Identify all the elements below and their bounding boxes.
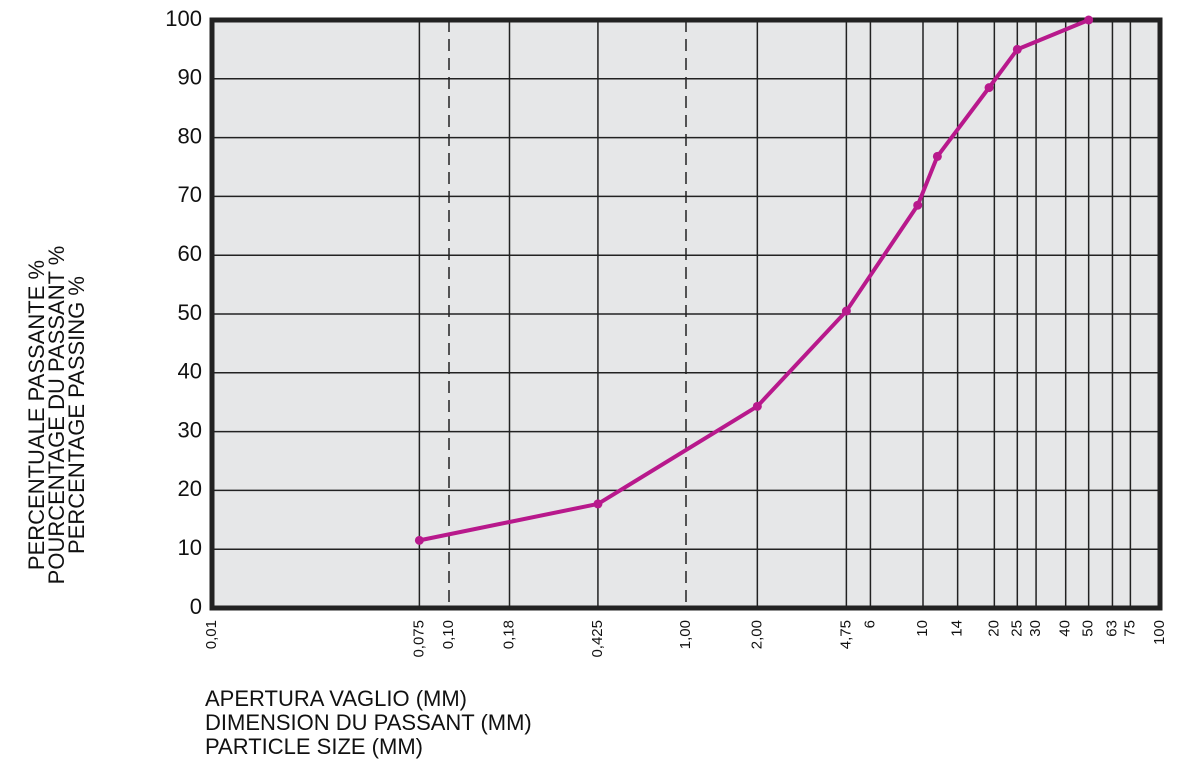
x-tick-label: 100 xyxy=(1151,620,1168,645)
x-tick-label: 2,00 xyxy=(748,620,765,649)
x-axis-label: PARTICLE SIZE (MM) xyxy=(205,734,423,759)
x-tick-label: 10 xyxy=(914,620,931,637)
x-axis-label: DIMENSION DU PASSANT (MM) xyxy=(205,710,532,735)
x-tick-label: 0,10 xyxy=(440,620,457,649)
x-tick-label: 0,01 xyxy=(203,620,220,649)
x-tick-label: 0,18 xyxy=(500,620,517,649)
data-point xyxy=(1084,15,1094,25)
y-tick-label: 10 xyxy=(178,535,202,560)
x-axis-label: APERTURA VAGLIO (MM) xyxy=(205,686,467,711)
y-tick-label: 50 xyxy=(178,300,202,325)
y-tick-label: 100 xyxy=(165,6,202,31)
plot-frame xyxy=(209,17,1163,611)
y-tick-label: 90 xyxy=(178,65,202,90)
y-tick-label: 70 xyxy=(178,182,202,207)
y-axis-label: PERCENTUALE PASSANTE % xyxy=(24,260,49,570)
x-tick-label: 30 xyxy=(1027,620,1044,637)
y-tick-label: 60 xyxy=(178,241,202,266)
x-tick-label: 20 xyxy=(985,620,1002,637)
data-point xyxy=(913,200,923,210)
data-point xyxy=(841,306,851,316)
y-tick-label: 80 xyxy=(178,123,202,148)
data-point xyxy=(414,535,424,545)
x-tick-label: 14 xyxy=(949,620,966,637)
y-tick-label: 30 xyxy=(178,417,202,442)
y-axis-label: PERCENTAGE PASSING % xyxy=(64,276,89,554)
x-tick-label: 63 xyxy=(1103,620,1120,637)
x-tick-label: 25 xyxy=(1008,620,1025,637)
y-tick-label: 20 xyxy=(178,476,202,501)
data-point xyxy=(932,151,942,161)
x-tick-label: 1,00 xyxy=(677,620,694,649)
x-tick-label: 50 xyxy=(1080,620,1097,637)
x-tick-label: 6 xyxy=(861,620,878,628)
x-tick-label: 4,75 xyxy=(837,620,854,649)
x-tick-label: 75 xyxy=(1121,620,1138,637)
data-point xyxy=(593,499,603,509)
data-point xyxy=(752,401,762,411)
x-tick-label: 0,425 xyxy=(589,620,606,658)
data-point xyxy=(1012,44,1022,54)
y-tick-label: 0 xyxy=(190,594,202,619)
data-point xyxy=(984,83,994,93)
x-tick-label: 40 xyxy=(1057,620,1074,637)
y-axis-label: POURCENTAGE DU PASSANT % xyxy=(44,246,69,585)
y-tick-label: 40 xyxy=(178,359,202,384)
x-tick-label: 0,075 xyxy=(410,620,427,658)
